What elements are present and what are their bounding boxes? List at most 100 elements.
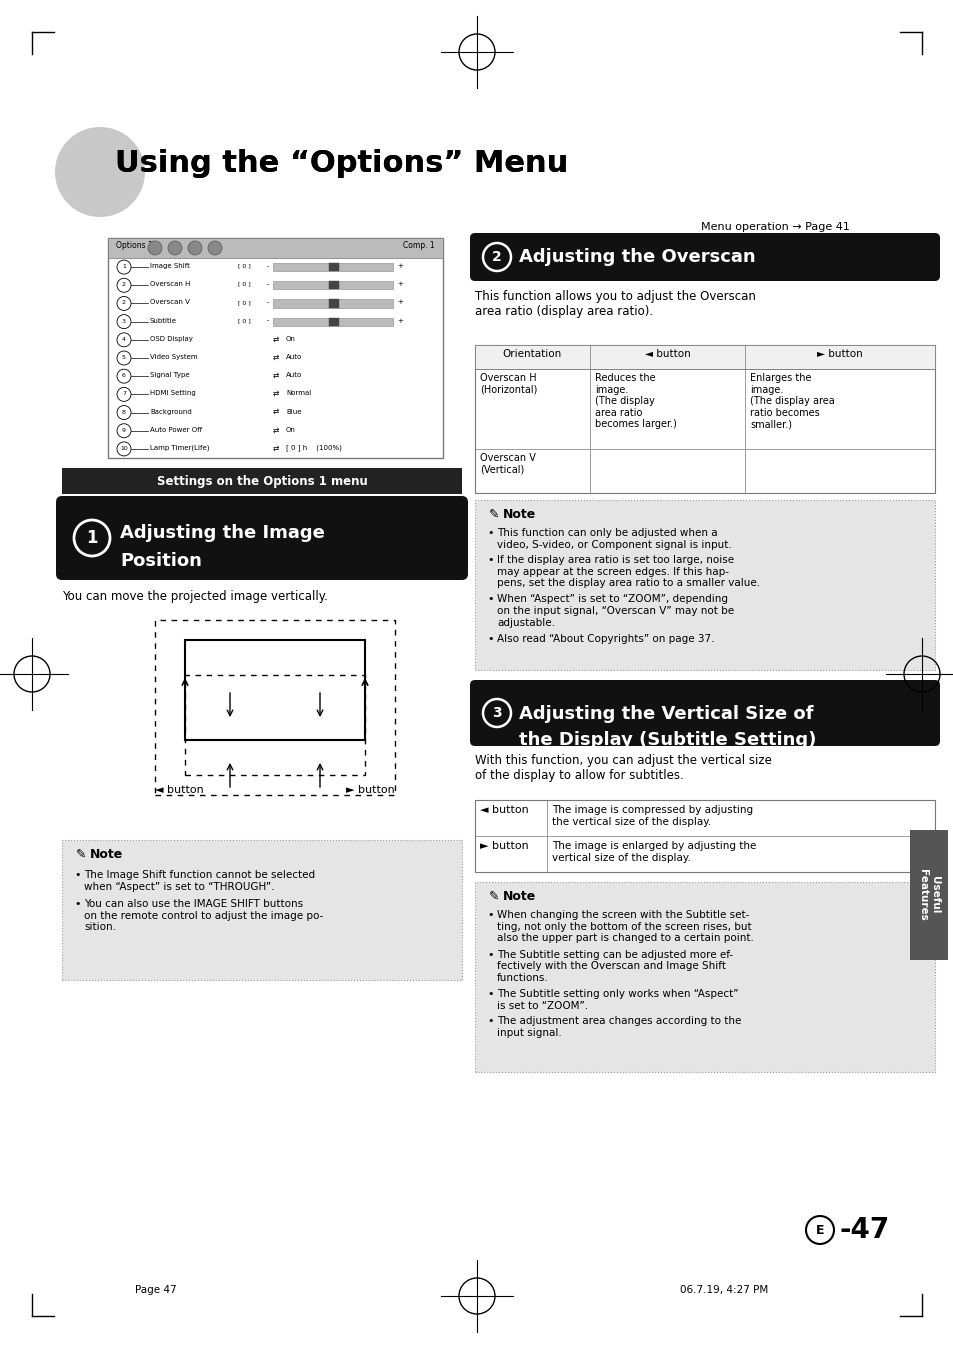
Text: You can also use the IMAGE SHIFT buttons
on the remote control to adjust the ima: You can also use the IMAGE SHIFT buttons… [84,899,323,933]
Text: ◄ button: ◄ button [644,349,690,359]
Text: the Display (Subtitle Setting): the Display (Subtitle Setting) [518,731,816,749]
Circle shape [188,241,202,255]
Bar [108,239,442,458]
Text: [ 0 ]: [ 0 ] [237,264,251,268]
Text: ⇄: ⇄ [273,443,279,453]
Text: On: On [286,336,295,342]
Text: •: • [74,899,80,909]
Text: 10: 10 [120,446,128,452]
Bar [185,640,365,740]
Text: Adjusting the Overscan: Adjusting the Overscan [518,248,755,266]
Text: Menu operation → Page 41: Menu operation → Page 41 [700,222,849,232]
Text: ✎: ✎ [489,890,499,903]
Text: ✎: ✎ [76,848,87,861]
Text: Auto: Auto [286,355,302,360]
Text: 1: 1 [86,528,97,547]
Text: ⇄: ⇄ [273,352,279,361]
Text: Also read “About Copyrights” on page 37.: Also read “About Copyrights” on page 37. [497,634,714,644]
Text: OSD Display: OSD Display [150,336,193,342]
FancyBboxPatch shape [470,679,939,745]
Text: •: • [486,989,493,999]
Text: This function can only be adjusted when a
video, S-video, or Component signal is: This function can only be adjusted when … [497,528,731,550]
Text: HDMI Setting: HDMI Setting [150,391,195,396]
Text: When changing the screen with the Subtitle set-
ting, not only the bottom of the: When changing the screen with the Subtit… [497,910,753,944]
Text: The image is enlarged by adjusting the
vertical size of the display.: The image is enlarged by adjusting the v… [552,841,756,863]
Text: Subtitle: Subtitle [150,318,177,324]
Text: Comp. 1: Comp. 1 [403,241,435,249]
Text: ⇄: ⇄ [273,371,279,380]
Text: The image is compressed by adjusting
the vertical size of the display.: The image is compressed by adjusting the… [552,805,752,826]
Circle shape [55,127,145,217]
Bar [108,239,442,257]
Text: You can move the projected image vertically.: You can move the projected image vertica… [62,590,328,603]
Bar [475,345,934,493]
Text: Background: Background [150,408,192,415]
Text: 7: 7 [122,391,126,396]
Text: Reduces the
image.
(The display
area ratio
becomes larger.): Reduces the image. (The display area rat… [595,373,677,430]
Bar [329,282,338,290]
Text: ⇄: ⇄ [273,425,279,434]
Text: •: • [486,1016,493,1026]
Circle shape [208,241,222,255]
Bar [329,263,338,271]
Text: ◄ button: ◄ button [154,785,204,795]
Text: Enlarges the
image.
(The display area
ratio becomes
smaller.): Enlarges the image. (The display area ra… [749,373,834,430]
Text: Note: Note [90,848,123,861]
Text: •: • [486,555,493,565]
Text: Normal: Normal [286,391,311,396]
Text: Note: Note [502,890,536,903]
Text: 5: 5 [122,355,126,360]
Text: Note: Note [502,508,536,520]
Circle shape [168,241,182,255]
Bar [185,675,365,775]
Text: Auto: Auto [286,372,302,379]
Text: ⇄: ⇄ [273,388,279,398]
Text: 9: 9 [122,427,126,433]
Text: Image Shift: Image Shift [150,263,190,270]
Text: 3: 3 [122,318,126,324]
Text: When “Aspect” is set to “ZOOM”, depending
on the input signal, “Overscan V” may : When “Aspect” is set to “ZOOM”, dependin… [497,594,734,628]
Text: If the display area ratio is set too large, noise
may appear at the screen edges: If the display area ratio is set too lar… [497,555,760,588]
Text: Signal Type: Signal Type [150,372,190,379]
Text: Overscan V
(Vertical): Overscan V (Vertical) [479,453,536,474]
Text: Video System: Video System [150,355,197,360]
Text: Blue: Blue [286,408,301,415]
Text: Using the “Options” Menu: Using the “Options” Menu [115,148,568,178]
Text: ► button: ► button [346,785,395,795]
Text: On: On [286,427,295,433]
Text: Auto Power Off: Auto Power Off [150,427,202,433]
FancyBboxPatch shape [56,496,468,580]
Text: ⇄: ⇄ [273,334,279,344]
Text: Position: Position [120,551,202,570]
Text: Overscan V: Overscan V [150,299,190,306]
Bar [475,882,934,1072]
Text: [ 0 ]: [ 0 ] [237,318,251,324]
Text: •: • [486,910,493,919]
Text: E: E [815,1224,823,1236]
Bar [329,299,338,307]
Text: +: + [396,318,402,324]
Bar [62,840,461,980]
Text: With this function, you can adjust the vertical size
of the display to allow for: With this function, you can adjust the v… [475,754,771,782]
Text: [ 0 ]: [ 0 ] [237,282,251,287]
Text: Options 1: Options 1 [116,241,152,249]
Text: -47: -47 [840,1216,889,1244]
Text: Adjusting the Vertical Size of: Adjusting the Vertical Size of [518,705,813,723]
Text: The Image Shift function cannot be selected
when “Aspect” is set to “THROUGH”.: The Image Shift function cannot be selec… [84,869,314,891]
Text: Useful
Features: Useful Features [917,869,940,921]
Text: 2: 2 [492,249,501,264]
Text: [ 0 ] h    (100%): [ 0 ] h (100%) [286,445,341,452]
Bar [475,345,934,369]
Text: Settings on the Options 1 menu: Settings on the Options 1 menu [156,474,367,488]
Text: •: • [486,594,493,604]
Text: Overscan H
(Horizontal): Overscan H (Horizontal) [479,373,537,395]
Text: +: + [396,282,402,287]
Text: 4: 4 [122,337,126,342]
Text: 3: 3 [492,706,501,720]
Text: The Subtitle setting only works when “Aspect”
is set to “ZOOM”.: The Subtitle setting only works when “As… [497,989,738,1011]
Text: ⇄: ⇄ [273,407,279,417]
Text: Lamp Timer(Life): Lamp Timer(Life) [150,445,210,452]
Text: -: - [266,299,269,306]
Bar [273,299,393,307]
Bar [475,799,934,872]
